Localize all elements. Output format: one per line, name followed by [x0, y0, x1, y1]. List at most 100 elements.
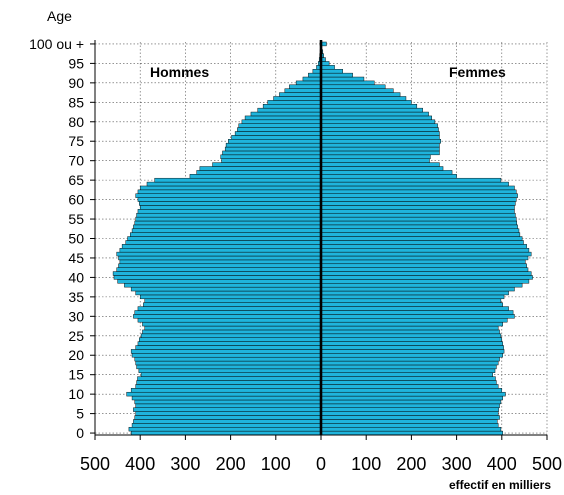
- bar-femmes-age-87: [320, 92, 401, 97]
- bar-hommes-age-64: [146, 181, 322, 187]
- hommes-label: Hommes: [150, 64, 209, 80]
- bar-hommes-age-67: [196, 170, 322, 175]
- bar-femmes-age-19: [320, 356, 500, 362]
- bar-hommes-age-40: [113, 275, 322, 280]
- bar-hommes-age-92: [308, 72, 322, 78]
- bar-femmes-age-91: [320, 76, 365, 82]
- bar-hommes-age-89: [289, 84, 322, 89]
- bar-femmes-age-4: [320, 415, 500, 420]
- bar-hommes-age-23: [137, 341, 322, 346]
- bar-hommes-age-37: [130, 286, 322, 292]
- bar-hommes-age-88: [284, 88, 322, 93]
- x-tick-label: 500: [80, 454, 110, 474]
- bar-femmes-age-73: [320, 146, 440, 152]
- bar-femmes-age-34: [320, 298, 502, 303]
- bar-femmes-age-22: [320, 345, 504, 350]
- x-tick-label: 400: [487, 454, 517, 474]
- x-tick-label: 200: [396, 454, 426, 474]
- y-tick-label: 25: [68, 328, 84, 344]
- bar-femmes-age-40: [320, 275, 533, 280]
- bar-hommes-age-4: [134, 415, 322, 420]
- bar-hommes-age-74: [225, 142, 322, 148]
- bar-hommes-age-39: [117, 279, 322, 284]
- bar-femmes-age-88: [320, 88, 394, 93]
- bar-hommes-age-31: [134, 310, 322, 315]
- bar-femmes-age-84: [320, 104, 418, 109]
- bar-hommes-age-34: [144, 298, 322, 303]
- bar-hommes-age-79: [238, 123, 322, 128]
- bar-femmes-age-45: [320, 255, 529, 261]
- bar-femmes-age-94: [320, 65, 335, 70]
- bar-femmes-age-31: [320, 310, 514, 315]
- y-tick-labels: 0 5 10 15 20 25 30 35 40 45 50 55 60 65 70 75 80 85 90 95 10…: [29, 36, 84, 441]
- bar-femmes-age-12: [320, 384, 499, 389]
- bar-hommes-age-49: [125, 240, 322, 245]
- bar-hommes-age-53: [133, 224, 322, 229]
- bar-hommes-age-29: [137, 318, 322, 323]
- bar-hommes-age-21: [130, 349, 322, 354]
- bar-hommes-age-13: [136, 380, 322, 385]
- bar-hommes-age-14: [137, 376, 322, 381]
- bar-hommes-age-28: [142, 321, 322, 327]
- bar-hommes-age-65: [154, 177, 322, 183]
- bar-femmes-age-62: [320, 189, 517, 194]
- bar-hommes-age-41: [112, 271, 322, 276]
- bar-hommes-age-68: [199, 166, 322, 171]
- bar-femmes-age-51: [320, 232, 521, 237]
- x-tick-label: 100: [351, 454, 381, 474]
- bar-femmes-age-14: [320, 376, 496, 381]
- bar-hommes-age-7: [135, 403, 322, 408]
- bar-hommes-age-46: [116, 251, 322, 257]
- y-tick-label: 95: [68, 55, 84, 71]
- bar-femmes-age-61: [320, 193, 518, 198]
- bar-femmes-age-85: [320, 100, 412, 105]
- bar-hommes-age-62: [137, 189, 322, 194]
- bar-femmes-age-66: [320, 174, 457, 179]
- y-tick-label: 0: [76, 425, 84, 441]
- bar-femmes-age-65: [320, 177, 502, 183]
- bar-femmes-age-70: [320, 158, 430, 163]
- bar-femmes-age-49: [320, 240, 524, 245]
- bar-femmes-age-9: [320, 395, 503, 401]
- bar-hommes-age-61: [135, 193, 322, 198]
- bar-femmes-age-24: [320, 337, 503, 342]
- bar-femmes-age-69: [320, 162, 440, 167]
- bar-femmes-age-33: [320, 302, 503, 307]
- bar-femmes-age-13: [320, 380, 497, 385]
- y-tick-label: 15: [68, 367, 84, 383]
- bar-hommes-age-32: [137, 306, 322, 311]
- y-tick-label: 100 ou +: [29, 36, 84, 52]
- y-tick-label: 55: [68, 211, 84, 227]
- bar-femmes-age-20: [320, 353, 503, 358]
- bar-hommes-age-54: [134, 220, 322, 226]
- y-tick-label: 20: [68, 347, 84, 363]
- bar-hommes-age-0: [130, 430, 322, 436]
- bar-femmes-age-26: [320, 329, 500, 335]
- x-tick-label: 0: [316, 454, 326, 474]
- bar-femmes-age-59: [320, 201, 516, 206]
- bar-femmes-age-52: [320, 228, 520, 233]
- bar-hommes-age-71: [220, 154, 322, 159]
- bar-femmes-age-15: [320, 372, 493, 377]
- bar-hommes-age-58: [139, 205, 322, 210]
- bar-hommes-age-48: [121, 244, 322, 249]
- bar-femmes-age-63: [320, 185, 515, 191]
- bar-femmes-age-25: [320, 333, 502, 338]
- x-axis-title: effectif en milliers: [449, 478, 551, 492]
- y-tick-label: 75: [68, 133, 84, 149]
- femmes-label: Femmes: [449, 64, 506, 80]
- bar-femmes-age-77: [320, 131, 440, 136]
- x-tick-label: 300: [442, 454, 472, 474]
- x-tick-labels: 500 400 300 200 100 0 100 200 300 400 500: [80, 454, 562, 474]
- bar-femmes-age-55: [320, 216, 517, 222]
- bar-femmes-age-18: [320, 360, 499, 366]
- bar-hommes-age-20: [131, 353, 322, 358]
- bar-hommes-age-50: [127, 236, 322, 241]
- bar-hommes-age-12: [135, 384, 322, 389]
- y-tick-label: 40: [68, 269, 84, 285]
- bar-femmes-age-6: [320, 407, 499, 412]
- bar-hommes-age-69: [212, 162, 322, 167]
- bar-femmes-age-36: [320, 290, 509, 296]
- y-axis-title: Age: [47, 8, 72, 24]
